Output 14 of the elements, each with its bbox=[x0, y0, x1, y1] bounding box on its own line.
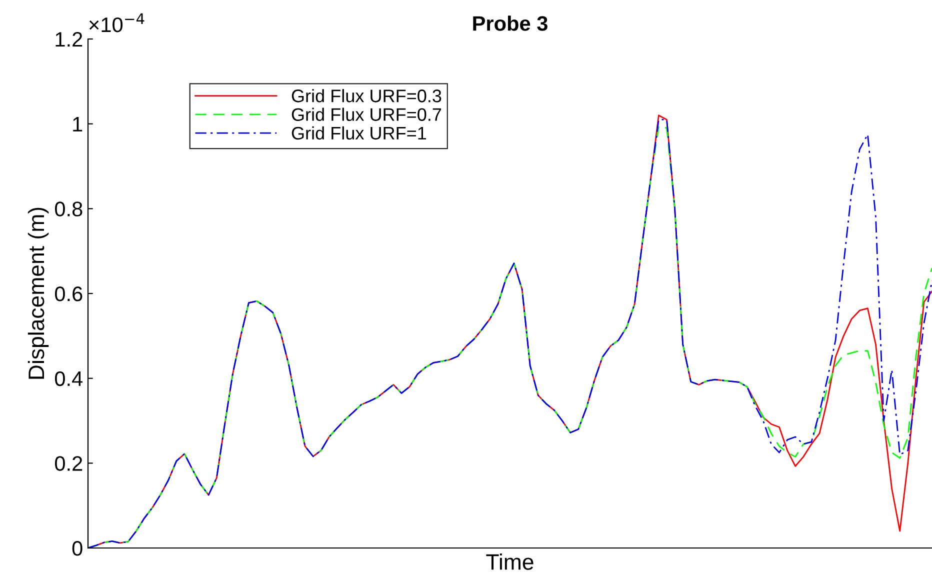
y-axis-title: Displacement (m) bbox=[28, 208, 49, 379]
y-tick-label: 1 bbox=[73, 117, 82, 132]
legend-label: Grid Flux URF=1 bbox=[292, 126, 426, 140]
y-tick-label: 1.2 bbox=[56, 32, 82, 47]
chart-title: Probe 3 bbox=[473, 16, 548, 31]
legend-label: Grid Flux URF=0.3 bbox=[292, 89, 442, 102]
y-tick-label: 0.6 bbox=[54, 286, 82, 302]
y-tick-label: 0.2 bbox=[54, 456, 82, 471]
text: ×10$^{−4}$ bbox=[89, 13, 144, 32]
x-axis-title: Time bbox=[486, 554, 534, 570]
y-tick-label: 0 bbox=[72, 541, 82, 556]
y-tick-label: 0.8 bbox=[54, 202, 82, 216]
y-tick-label: 0.4 bbox=[54, 371, 83, 386]
legend-label: Grid Flux URF=0.7 bbox=[292, 108, 442, 121]
